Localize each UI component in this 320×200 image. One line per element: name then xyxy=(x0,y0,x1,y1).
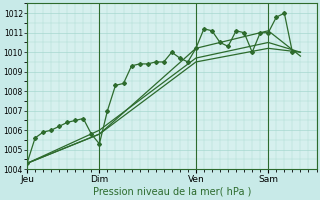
X-axis label: Pression niveau de la mer( hPa ): Pression niveau de la mer( hPa ) xyxy=(92,187,251,197)
